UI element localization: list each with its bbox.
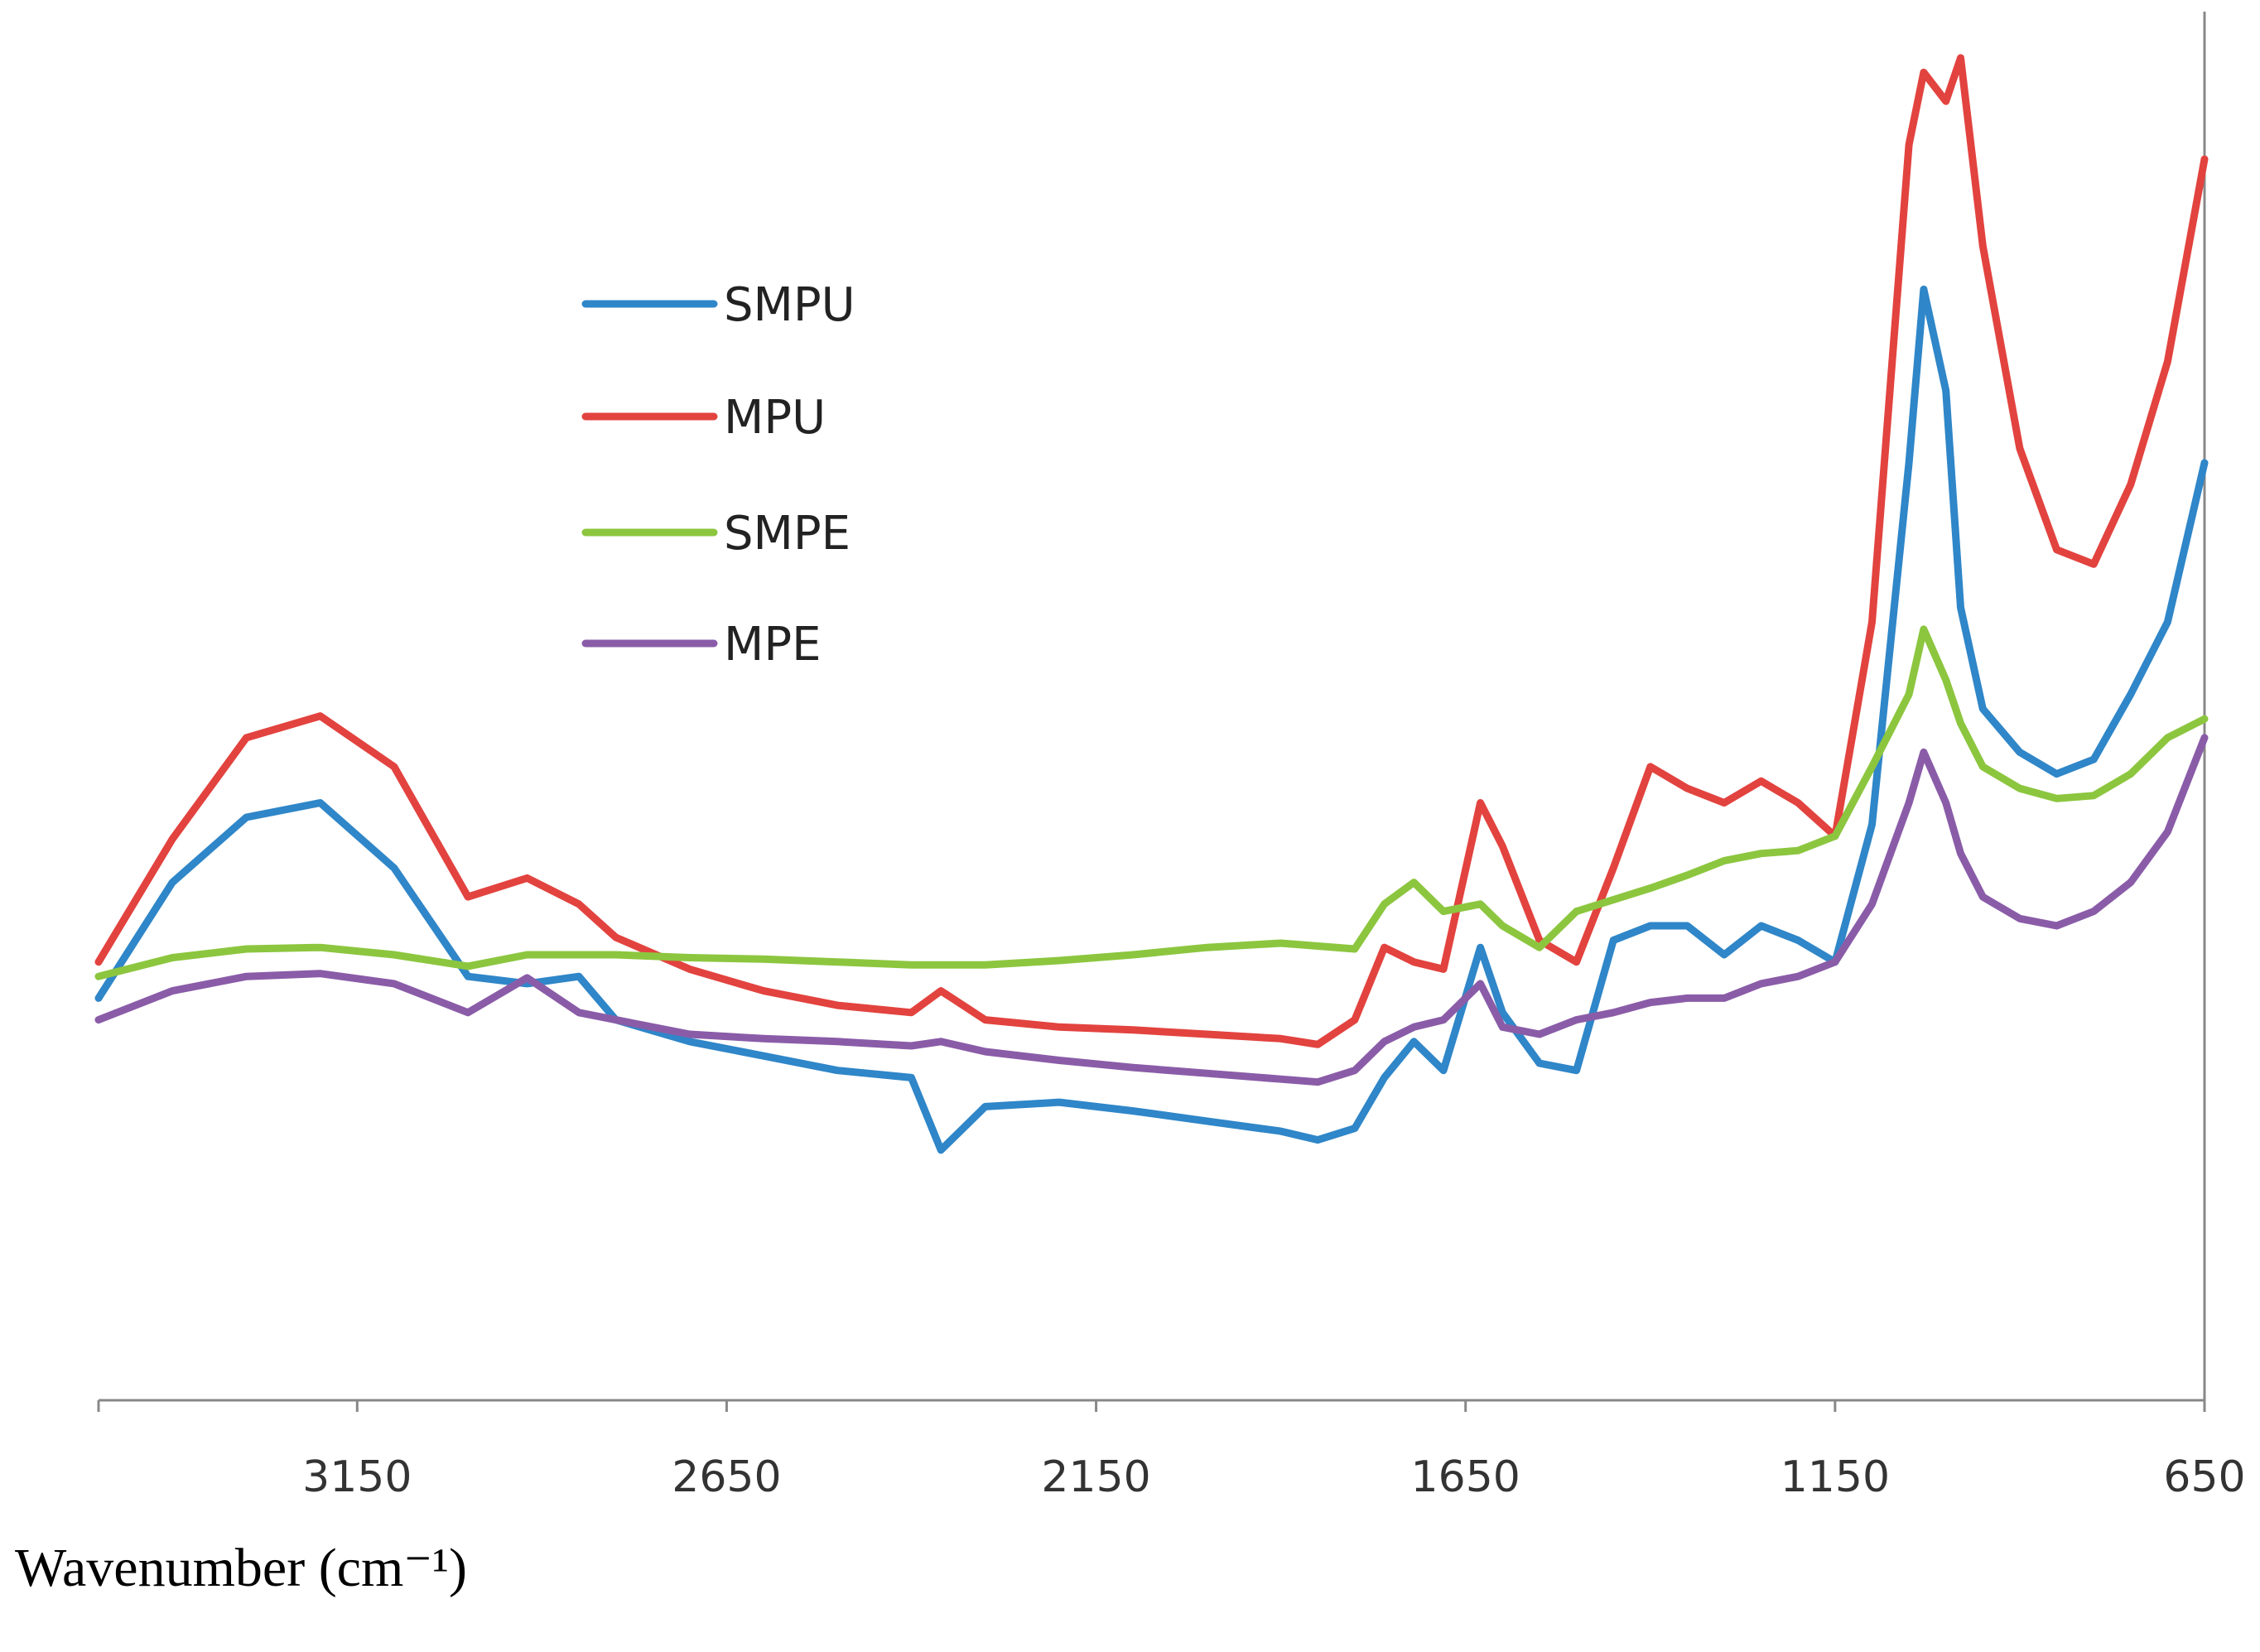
legend-label: SMPE [724,507,851,561]
legend-label: MPE [724,618,821,672]
series-line [94,734,2209,1086]
x-axis-title: Wavenumber (cm⁻¹) [15,1538,467,1598]
x-tick-label: 3150 [302,1452,412,1502]
x-tick-label: 2650 [672,1452,781,1502]
legend-label: MPU [724,391,826,445]
legend-label: SMPU [724,278,855,332]
series-line [94,54,2209,1048]
x-tick-label: 650 [2163,1452,2245,1502]
x-tick-label: 1650 [1411,1452,1520,1502]
series-line [94,285,2209,1154]
x-tick-label: 2150 [1041,1452,1150,1502]
x-tick-label: 1150 [1781,1452,1890,1502]
series-line [94,625,2209,980]
